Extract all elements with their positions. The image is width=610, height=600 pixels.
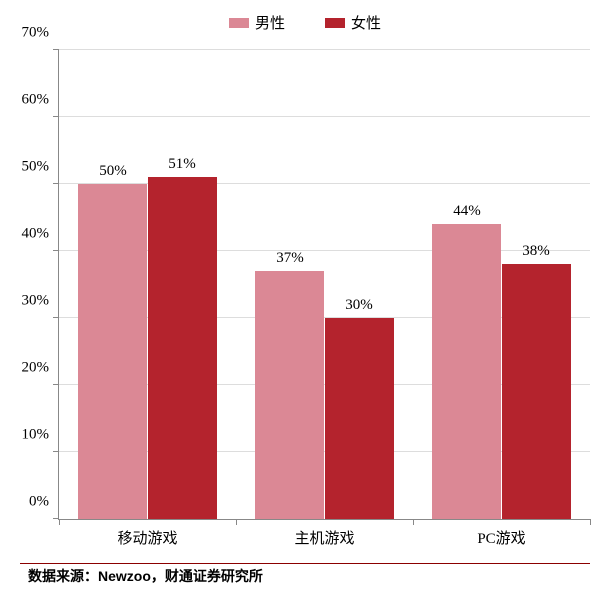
grid-line <box>59 116 590 117</box>
legend-swatch-male <box>229 18 249 28</box>
bar-label-male: 37% <box>276 250 304 267</box>
y-axis-label: 0% <box>29 494 49 511</box>
y-tick <box>53 250 59 251</box>
y-axis-label: 20% <box>22 360 50 377</box>
y-tick <box>53 451 59 452</box>
y-tick <box>53 317 59 318</box>
bar-male: 44% <box>432 224 501 519</box>
x-axis-label: 移动游戏 <box>117 527 177 548</box>
y-axis-label: 30% <box>22 293 50 310</box>
x-axis-label: 主机游戏 <box>294 527 354 548</box>
x-tick <box>413 519 414 525</box>
y-tick <box>53 384 59 385</box>
bar-female: 30% <box>325 318 394 519</box>
legend-item-female: 女性 <box>325 12 381 33</box>
bar-label-female: 30% <box>345 297 373 314</box>
grid-line <box>59 49 590 50</box>
plot-area: 0%10%20%30%40%50%60%70%50%51%移动游戏37%30%主… <box>58 50 590 520</box>
y-tick <box>53 116 59 117</box>
y-axis-label: 70% <box>22 25 50 42</box>
chart-container: 男性 女性 0%10%20%30%40%50%60%70%50%51%移动游戏3… <box>0 0 610 600</box>
source-text: 数据来源：Newzoo，财通证券研究所 <box>28 566 263 586</box>
legend-swatch-female <box>325 18 345 28</box>
y-axis-label: 60% <box>22 92 50 109</box>
bar-label-male: 50% <box>99 163 127 180</box>
y-axis-label: 10% <box>22 427 50 444</box>
y-axis-label: 50% <box>22 159 50 176</box>
bar-female: 38% <box>502 264 571 519</box>
y-tick <box>53 49 59 50</box>
legend-label-male: 男性 <box>255 12 285 33</box>
bar-label-female: 38% <box>522 243 550 260</box>
x-tick <box>236 519 237 525</box>
bar-label-male: 44% <box>453 203 481 220</box>
legend-label-female: 女性 <box>351 12 381 33</box>
y-axis-label: 40% <box>22 226 50 243</box>
y-tick <box>53 183 59 184</box>
bar-label-female: 51% <box>168 156 196 173</box>
bar-female: 51% <box>148 177 217 519</box>
legend-item-male: 男性 <box>229 12 285 33</box>
x-tick <box>59 519 60 525</box>
bar-male: 37% <box>255 271 324 519</box>
legend: 男性 女性 <box>0 12 610 33</box>
source-divider <box>20 563 590 564</box>
bar-male: 50% <box>78 184 147 519</box>
x-tick <box>590 519 591 525</box>
x-axis-label: PC游戏 <box>477 527 525 548</box>
